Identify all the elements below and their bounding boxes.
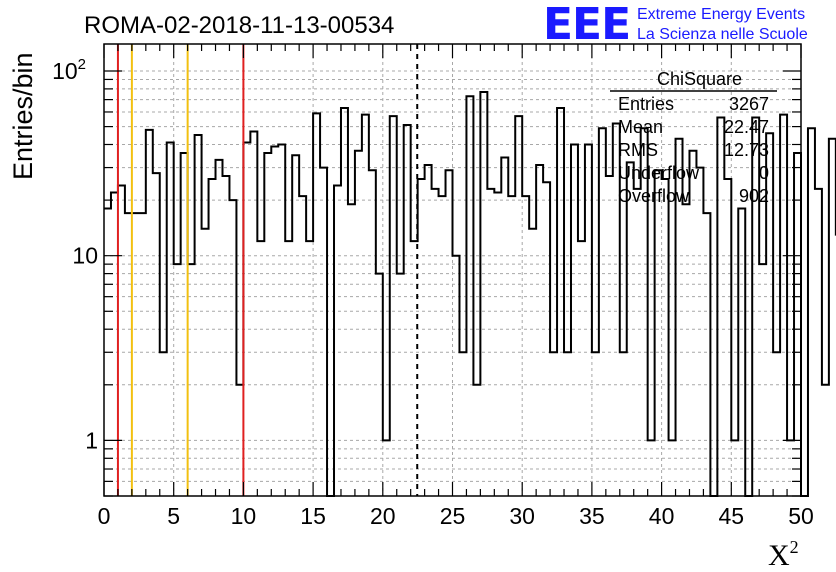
y-tick-label-superscript: 2	[78, 56, 86, 73]
stats-row-label: Mean	[618, 117, 663, 137]
x-tick-label: 50	[788, 503, 814, 529]
reference-lines	[116, 44, 419, 496]
eee-logo-line2: La Scienza nelle Scuole	[637, 26, 808, 43]
x-axis-label-base: X	[768, 539, 790, 572]
x-tick-label: 40	[649, 503, 675, 529]
histogram-outline	[104, 90, 836, 497]
stats-box: ChiSquare Entries 3267 Mean 22.47 RMS 12.73 Und…	[610, 69, 777, 206]
stats-row-label: Entries	[618, 94, 674, 114]
stats-row-value: 12.73	[724, 140, 769, 160]
x-tick-label: 10	[231, 503, 257, 529]
x-axis-label-superscript: 2	[790, 537, 799, 557]
chart-title: ROMA-02-2018-11-13-00534	[84, 12, 394, 39]
stats-row-label: RMS	[618, 140, 658, 160]
eee-logo-mark: EEE	[543, 0, 630, 50]
y-tick-label: 102	[52, 56, 86, 84]
y-axis-label: Entries/bin	[8, 52, 38, 180]
stats-row-value: 0	[759, 163, 769, 183]
stats-row-label: Overflow	[618, 186, 690, 206]
x-tick-label: 45	[719, 503, 745, 529]
x-tick-label: 5	[167, 503, 180, 529]
histogram-bars	[104, 90, 836, 497]
x-tick-label: 15	[300, 503, 326, 529]
x-tick-label: 25	[440, 503, 466, 529]
y-tick-label: 10	[72, 243, 98, 269]
eee-logo-line1: Extreme Energy Events	[637, 6, 805, 23]
stats-row-label: Underflow	[618, 163, 700, 183]
x-tick-label: 35	[579, 503, 605, 529]
eee-logo: EEE Extreme Energy Events La Scienza nel…	[543, 0, 808, 50]
stats-row-value: 22.47	[724, 117, 769, 137]
stats-box-title: ChiSquare	[657, 69, 742, 89]
plot-area	[104, 44, 801, 496]
x-tick-label: 0	[98, 503, 111, 529]
x-tick-label: 30	[509, 503, 535, 529]
stats-row-value: 902	[739, 186, 769, 206]
stats-row-value: 3267	[729, 94, 769, 114]
y-tick-label: 1	[85, 427, 98, 453]
x-tick-label: 20	[370, 503, 396, 529]
x-axis-label: X2	[768, 537, 799, 572]
